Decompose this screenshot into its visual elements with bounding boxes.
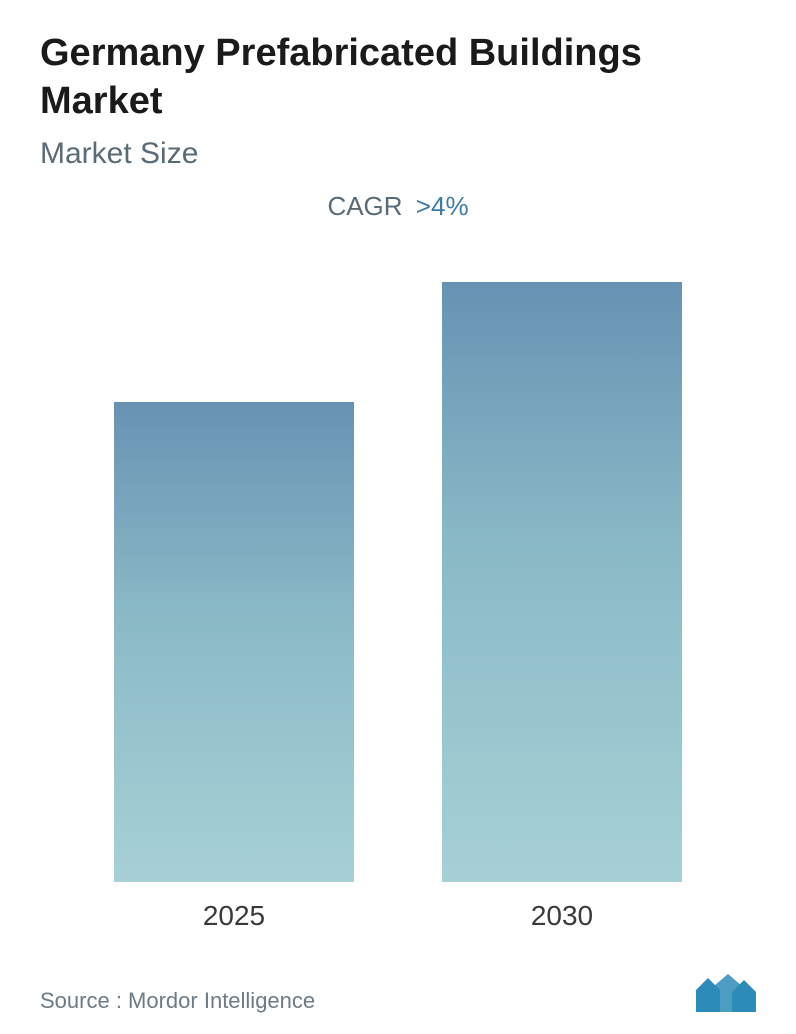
cagr-row: CAGR >4% [40, 191, 756, 222]
cagr-value: >4% [416, 191, 469, 221]
bar-0 [114, 402, 354, 882]
bar-label-1: 2030 [531, 900, 593, 932]
bar-wrap-0: 2025 [114, 402, 354, 932]
chart-subtitle: Market Size [40, 137, 756, 171]
chart-title: Germany Prefabricated Buildings Market [40, 30, 756, 125]
bar-label-0: 2025 [203, 900, 265, 932]
source-text: Source : Mordor Intelligence [40, 988, 315, 1014]
footer: Source : Mordor Intelligence [40, 942, 756, 1014]
bar-wrap-1: 2030 [442, 282, 682, 932]
brand-logo-icon [694, 972, 756, 1014]
chart-container: Germany Prefabricated Buildings Market M… [0, 0, 796, 1034]
cagr-label: CAGR [327, 191, 402, 221]
chart-area: 2025 2030 [40, 262, 756, 942]
bar-1 [442, 282, 682, 882]
